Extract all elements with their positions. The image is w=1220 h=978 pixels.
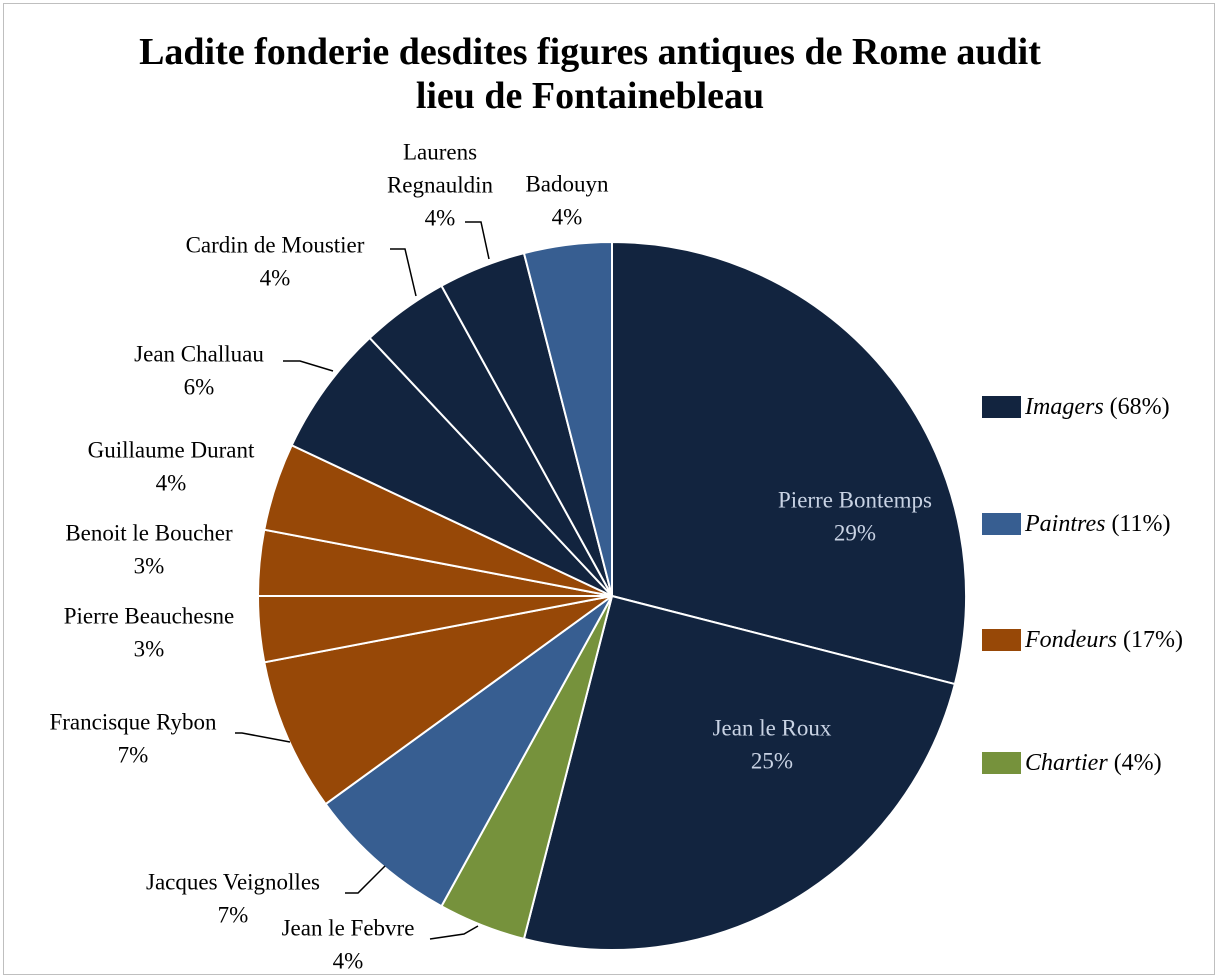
pie-slice-4 [263, 595, 613, 806]
legend-item-chartier: Chartier (4%) [982, 748, 1162, 778]
legend-swatch-chartier [982, 752, 1021, 774]
pie-slice-11 [522, 240, 613, 597]
slice-label-7-line-0: Guillaume Durant [88, 437, 255, 462]
slice-label-9-line-0: Cardin de Moustier [186, 232, 365, 257]
slice-leader-line-10 [465, 221, 490, 260]
legend-swatch-paintres [982, 513, 1021, 535]
legend-pct-paintres: (11%) [1111, 510, 1171, 537]
slice-label-7-line-1: 4% [156, 470, 187, 495]
legend-item-fondeurs: Fondeurs (17%) [982, 625, 1183, 655]
chart-title-line-1: Ladite fonderie desdites figures antique… [139, 31, 1041, 73]
slice-label-3-line-0: Jacques Veignolles [146, 869, 320, 894]
pie-slice-0 [611, 240, 967, 686]
legend-name-chartier: Chartier [1025, 749, 1108, 776]
slice-leader-line-4 [235, 732, 291, 743]
pie-slice-1 [522, 594, 957, 951]
slice-label-3-line-1: 7% [218, 902, 249, 927]
pie-slice-8 [290, 336, 613, 597]
slice-label-8-line-0: Jean Challuau [134, 341, 264, 366]
chart-title: Ladite fonderie desdites figures antique… [80, 30, 1100, 118]
slice-label-4-line-1: 7% [118, 742, 149, 767]
legend-swatch-imagers [982, 396, 1021, 418]
slice-label-2-line-0: Jean le Febvre [282, 915, 415, 940]
legend-name-fondeurs: Fondeurs [1025, 626, 1117, 653]
slice-label-10-line-2: 4% [425, 205, 456, 230]
slice-label-1-line-1: 25% [751, 748, 793, 773]
chart-title-line-2: lieu de Fontainebleau [415, 75, 765, 117]
slice-leader-line-8 [283, 360, 334, 372]
slice-label-10-line-1: Regnauldin [387, 172, 494, 197]
slice-label-5-line-1: 3% [134, 636, 165, 661]
slice-label-8-line-1: 6% [184, 374, 215, 399]
slice-label-11-line-1: 4% [552, 204, 583, 229]
slice-label-6-line-1: 3% [134, 553, 165, 578]
legend-name-imagers: Imagers [1025, 393, 1104, 420]
slice-label-1-line-0: Jean le Roux [713, 715, 832, 740]
legend-pct-chartier: (4%) [1113, 749, 1162, 776]
slice-label-10-line-0: Laurens [403, 139, 477, 164]
legend-pct-imagers: (68%) [1109, 393, 1170, 420]
slice-label-0-line-0: Pierre Bontemps [778, 487, 932, 512]
slice-leader-line-3 [345, 865, 386, 894]
legend-swatch-fondeurs [982, 629, 1021, 651]
slice-label-2-line-1: 4% [333, 948, 364, 973]
slice-leader-line-9 [390, 248, 417, 297]
slice-leader-line-2 [429, 925, 479, 940]
legend-name-paintres: Paintres [1025, 510, 1106, 537]
slice-label-4-line-0: Francisque Rybon [49, 709, 217, 734]
slice-label-0-line-1: 29% [834, 520, 876, 545]
pie-slice-3 [324, 595, 613, 908]
legend-item-imagers: Imagers (68%) [982, 392, 1170, 422]
legend-item-paintres: Paintres (11%) [982, 509, 1171, 539]
slice-label-11-line-0: Badouyn [525, 171, 609, 196]
slice-label-9-line-1: 4% [260, 265, 291, 290]
slice-label-6-line-0: Benoit le Boucher [65, 520, 233, 545]
legend-pct-fondeurs: (17%) [1123, 626, 1183, 653]
slice-label-5-line-0: Pierre Beauchesne [64, 603, 235, 628]
